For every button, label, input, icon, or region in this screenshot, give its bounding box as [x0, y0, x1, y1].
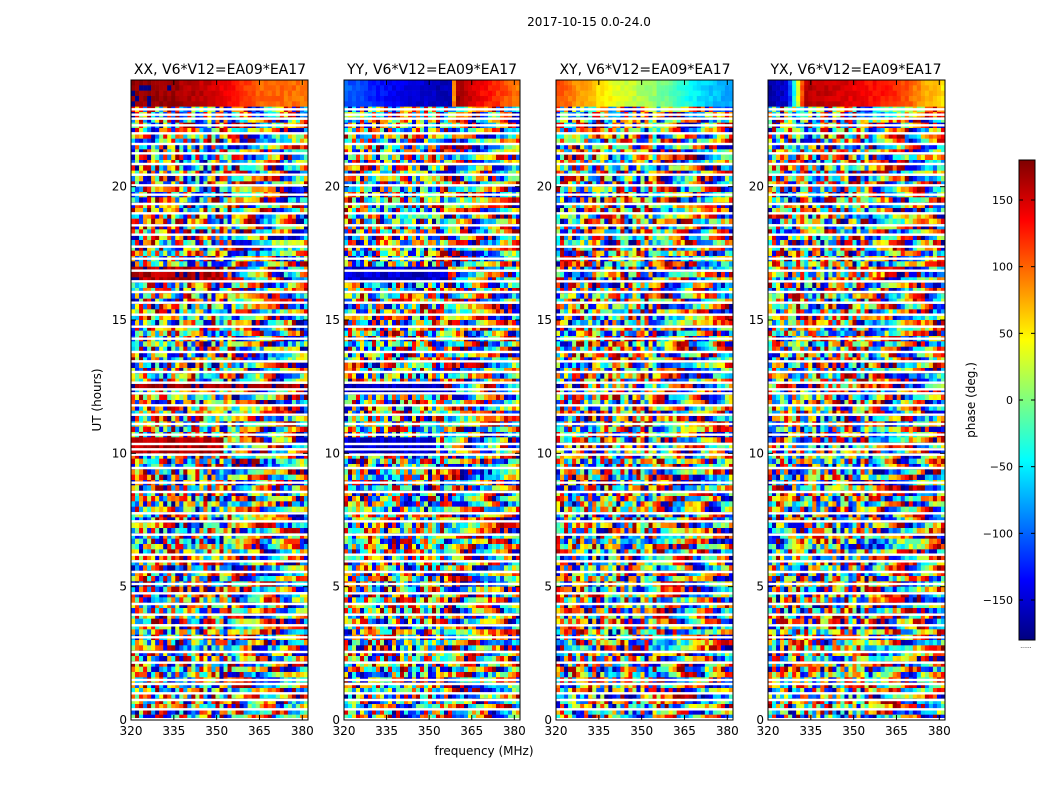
phase-spectrogram-figure: 2017-10-15 0.0-24.0 UT (hours) frequency… [0, 0, 1050, 800]
x-tick-label: 365 [885, 724, 908, 738]
colorbar-tick-label: −50 [990, 461, 1013, 474]
colorbar-tick-label: −150 [983, 594, 1013, 607]
y-tick-label: 0 [332, 713, 340, 727]
colorbar-tick-label: 150 [992, 194, 1013, 207]
y-tick-label: 5 [119, 580, 127, 594]
y-tick-label: 20 [112, 180, 127, 194]
x-tick-label: 380 [291, 724, 314, 738]
panel-title-xx: XX, V6*V12=EA09*EA17 [134, 62, 306, 78]
x-tick-label: 350 [842, 724, 865, 738]
panel-yy: YY, V6*V12=EA09*EA17 320 335 350 365 380 051… [325, 62, 526, 738]
y-tick-label: 10 [325, 446, 340, 460]
x-tick-label: 365 [248, 724, 271, 738]
colorbar-tick-label: −100 [983, 527, 1013, 540]
x-tick-label: 380 [716, 724, 739, 738]
y-tick-label: 0 [544, 713, 552, 727]
figure-suptitle: 2017-10-15 0.0-24.0 [527, 15, 651, 29]
colorbar-tick-label: 100 [992, 261, 1013, 274]
colorbar-tick-label: 0 [1006, 394, 1013, 407]
y-axis-label: UT (hours) [90, 368, 104, 431]
y-tick-label: 10 [112, 446, 127, 460]
colorbar-label: phase (deg.) [964, 362, 978, 438]
y-tick-label: 10 [749, 446, 764, 460]
panel-title-yy: YY, V6*V12=EA09*EA17 [346, 62, 517, 78]
heatmap-xx [131, 80, 308, 720]
y-tick-label: 5 [756, 580, 764, 594]
y-tick-label: 15 [112, 313, 127, 327]
panel-yx: YX, V6*V12=EA09*EA17 320 335 350 365 380 051… [749, 62, 951, 738]
x-tick-label: 335 [799, 724, 822, 738]
y-tick-label: 5 [544, 580, 552, 594]
panel-xy: XY, V6*V12=EA09*EA17 320 335 350 365 380 051… [537, 62, 739, 738]
y-tick-label: 0 [119, 713, 127, 727]
panel-title-yx: YX, V6*V12=EA09*EA17 [769, 62, 941, 78]
x-tick-label: 350 [630, 724, 653, 738]
x-tick-label: 350 [418, 724, 441, 738]
y-tick-label: 10 [537, 446, 552, 460]
panel-xx: XX, V6*V12=EA09*EA17 320 335 350 365 380 051… [112, 62, 314, 738]
colorbar: 150 100 50 0 −50 −100 −150 phase (deg.) ...... [964, 160, 1035, 650]
y-tick-label: 20 [537, 180, 552, 194]
heatmap-yy [344, 80, 520, 720]
y-tick-label: 0 [756, 713, 764, 727]
x-tick-label: 365 [460, 724, 483, 738]
x-axis-label: frequency (MHz) [434, 744, 533, 758]
y-tick-label: 20 [325, 180, 340, 194]
y-tick-label: 20 [749, 180, 764, 194]
x-tick-label: 380 [928, 724, 951, 738]
x-tick-label: 380 [503, 724, 526, 738]
x-tick-label: 350 [205, 724, 228, 738]
x-tick-label: 335 [375, 724, 398, 738]
colorbar-tick-label: 50 [999, 327, 1013, 340]
x-tick-label: 365 [673, 724, 696, 738]
heatmap-yx [768, 80, 945, 720]
y-tick-label: 15 [325, 313, 340, 327]
colorbar-footer: ...... [1020, 643, 1032, 650]
y-tick-label: 15 [749, 313, 764, 327]
x-tick-label: 335 [587, 724, 610, 738]
panel-title-xy: XY, V6*V12=EA09*EA17 [559, 62, 730, 78]
heatmap-xy [556, 80, 733, 720]
y-tick-label: 5 [332, 580, 340, 594]
x-tick-label: 335 [162, 724, 185, 738]
y-tick-label: 15 [537, 313, 552, 327]
